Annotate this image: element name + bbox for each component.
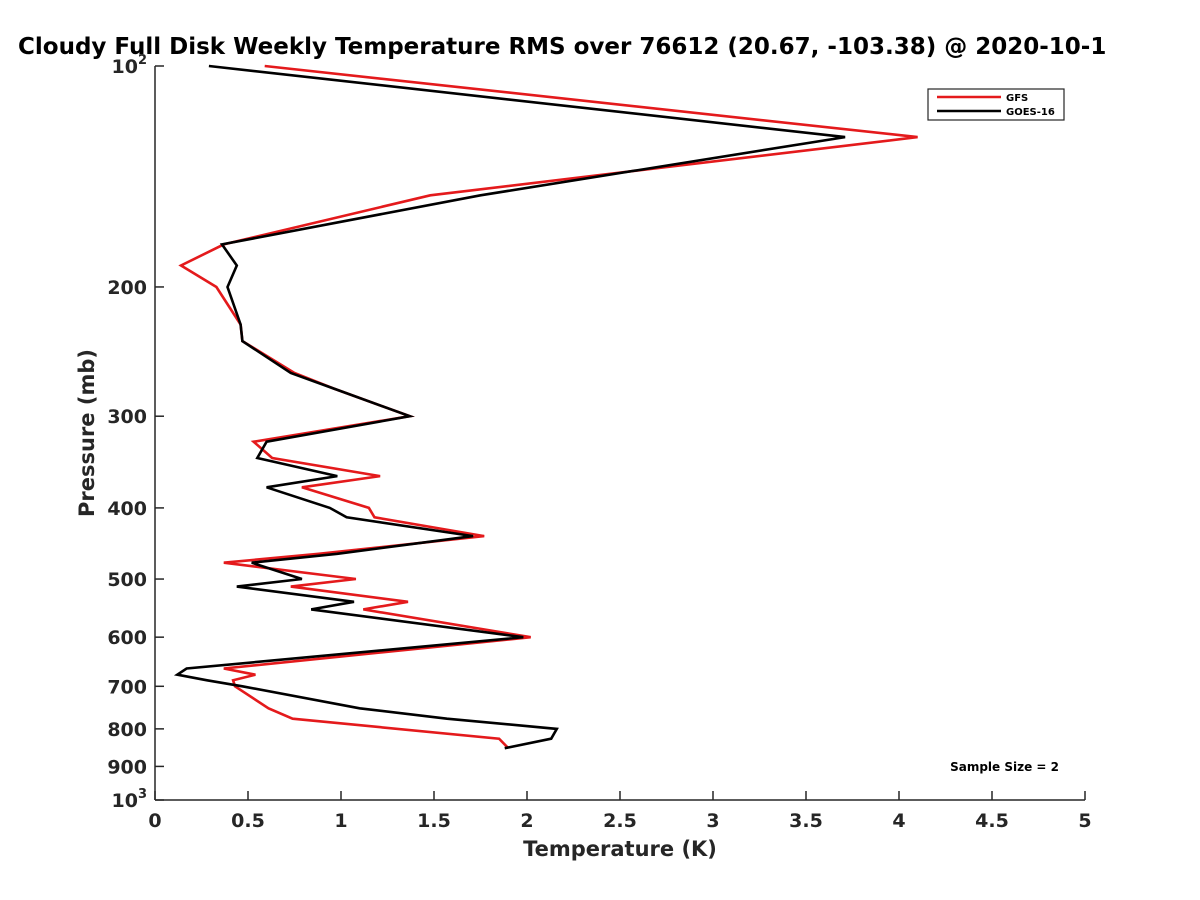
- legend-label: GFS: [1006, 93, 1028, 104]
- legend-entries: GFS GOES-16: [937, 93, 1055, 118]
- x-tick-label: 0: [148, 810, 161, 832]
- x-tick-label: 4.5: [975, 810, 1009, 832]
- y-tick-label: 300: [107, 406, 147, 428]
- y-axis-label: Pressure (mb): [75, 349, 99, 517]
- series-layer: [173, 64, 918, 750]
- y-tick-label: 500: [107, 569, 147, 591]
- legend-label: GOES-16: [1006, 107, 1055, 118]
- plot-area: [154, 66, 1085, 801]
- x-tick-label: 1: [334, 810, 347, 832]
- y-tick-base: 10: [112, 790, 138, 812]
- legend-box: [927, 88, 1065, 121]
- x-tick-label: 1.5: [417, 810, 451, 832]
- y-tick-label: 900: [107, 756, 147, 778]
- y-tick-label: 800: [107, 719, 147, 741]
- y-tick-label: 600: [107, 627, 147, 649]
- x-axis-label: Temperature (K): [523, 837, 717, 861]
- y-tick-label: 200: [107, 277, 147, 299]
- x-tick-label: 4: [892, 810, 905, 832]
- sample-size-annotation: Sample Size = 2: [950, 760, 1059, 774]
- x-tick-label: 5: [1078, 810, 1091, 832]
- y-tick-label: 103: [112, 787, 148, 812]
- legend: GFS GOES-16: [927, 88, 1065, 121]
- y-tick-exponent: 2: [138, 53, 147, 68]
- y-tick-exponent: 3: [138, 787, 147, 802]
- chart-title: Cloudy Full Disk Weekly Temperature RMS …: [18, 34, 1106, 60]
- x-tick-label: 3.5: [789, 810, 823, 832]
- x-tick-label: 2.5: [603, 810, 637, 832]
- series-line-gfs: [178, 64, 918, 750]
- x-ticks: 0 0.5 1 1.5 2 2.5 3 3.5 4 4.5 5: [148, 791, 1092, 832]
- y-tick-base: 10: [112, 56, 138, 78]
- y-tick-label: 102: [112, 53, 148, 78]
- x-tick-label: 3: [706, 810, 719, 832]
- y-tick-label: 400: [107, 498, 147, 520]
- series-line-goes-16: [173, 64, 846, 750]
- x-tick-label: 2: [520, 810, 533, 832]
- y-tick-label: 700: [107, 676, 147, 698]
- x-tick-label: 0.5: [231, 810, 265, 832]
